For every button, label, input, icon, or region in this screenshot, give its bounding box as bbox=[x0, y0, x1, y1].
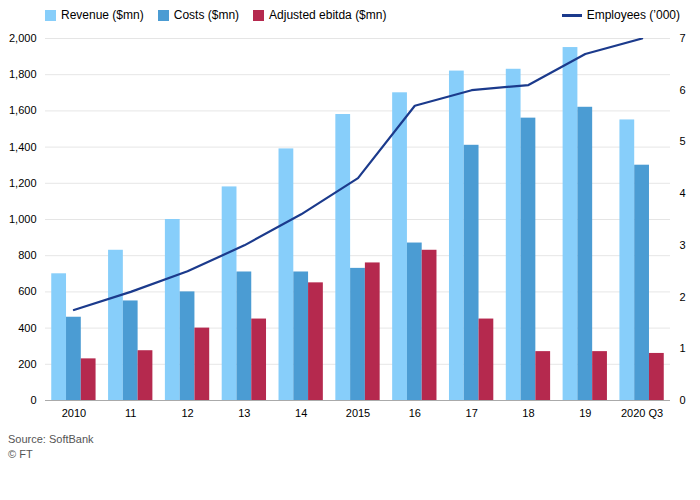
svg-text:1,800: 1,800 bbox=[9, 68, 37, 80]
svg-text:200: 200 bbox=[18, 358, 36, 370]
html-text:Revenue ($mn): Revenue ($mn) bbox=[61, 8, 144, 22]
svg-text:1,600: 1,600 bbox=[9, 104, 37, 116]
svg-text:600: 600 bbox=[18, 285, 36, 297]
svg-text:14: 14 bbox=[295, 407, 307, 419]
svg-text:7: 7 bbox=[680, 32, 686, 44]
svg-text:0: 0 bbox=[30, 394, 36, 406]
svg-text:2020 Q3: 2020 Q3 bbox=[621, 407, 663, 419]
svg-text:4: 4 bbox=[680, 187, 686, 199]
svg-text:3: 3 bbox=[680, 239, 686, 251]
svg-text:2010: 2010 bbox=[62, 407, 86, 419]
svg-text:1,200: 1,200 bbox=[9, 177, 37, 189]
svg-text:1,400: 1,400 bbox=[9, 141, 37, 153]
svg-text:19: 19 bbox=[579, 407, 591, 419]
svg-text:5: 5 bbox=[680, 135, 686, 147]
svg-text:16: 16 bbox=[409, 407, 421, 419]
html-text:Adjusted ebitda ($mn): Adjusted ebitda ($mn) bbox=[269, 8, 387, 22]
svg-text:2015: 2015 bbox=[346, 407, 370, 419]
svg-text:11: 11 bbox=[125, 407, 136, 419]
svg-text:800: 800 bbox=[18, 249, 36, 261]
svg-text:6: 6 bbox=[680, 84, 686, 96]
html-text:Costs ($mn): Costs ($mn) bbox=[173, 8, 240, 22]
svg-text:2: 2 bbox=[680, 291, 686, 303]
svg-text:0: 0 bbox=[680, 394, 686, 406]
svg-text:12: 12 bbox=[181, 407, 193, 419]
svg-text:18: 18 bbox=[522, 407, 534, 419]
svg-text:2,000: 2,000 bbox=[9, 32, 37, 44]
svg-text:17: 17 bbox=[466, 407, 478, 419]
svg-text:1: 1 bbox=[680, 342, 686, 354]
html-text:Employees (’000): Employees (’000) bbox=[586, 8, 680, 22]
svg-text:400: 400 bbox=[18, 322, 36, 334]
svg-text:1,000: 1,000 bbox=[9, 213, 37, 225]
svg-text:13: 13 bbox=[238, 407, 250, 419]
html-text:Source: SoftBank © FT: Source: SoftBank © FT bbox=[8, 433, 94, 461]
